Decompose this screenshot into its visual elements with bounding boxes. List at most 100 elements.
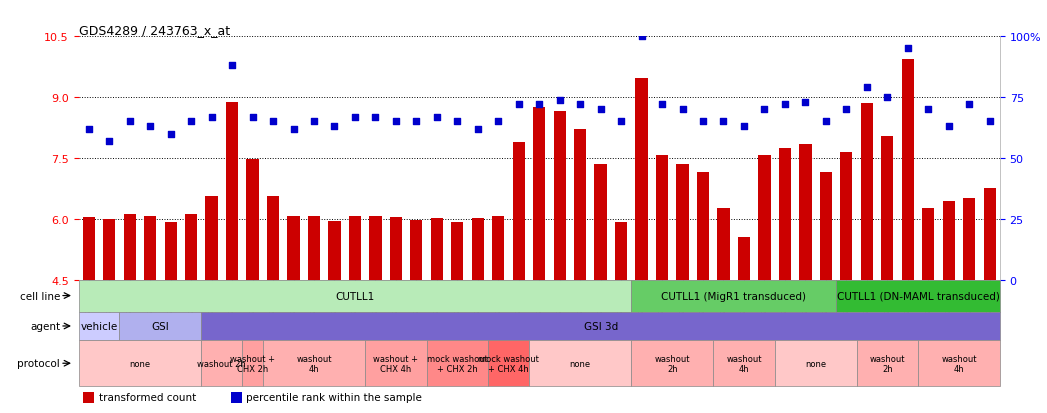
Text: vehicle: vehicle xyxy=(81,321,117,331)
Bar xyxy=(631,341,713,386)
Point xyxy=(490,119,507,126)
Bar xyxy=(942,201,955,280)
Bar xyxy=(901,59,914,280)
Text: washout
2h: washout 2h xyxy=(869,354,905,373)
Bar xyxy=(856,341,918,386)
Bar xyxy=(83,392,94,403)
Text: mock washout
+ CHX 2h: mock washout + CHX 2h xyxy=(427,354,488,373)
Bar xyxy=(713,341,775,386)
Text: washout 2h: washout 2h xyxy=(198,359,246,368)
Point xyxy=(572,102,588,109)
Bar xyxy=(242,341,263,386)
Point xyxy=(715,119,732,126)
Text: GSI: GSI xyxy=(152,321,170,331)
Bar xyxy=(513,142,525,280)
Text: cell line: cell line xyxy=(20,291,60,301)
Point xyxy=(141,123,158,130)
Bar xyxy=(164,223,177,280)
Bar xyxy=(201,341,242,386)
Bar xyxy=(370,216,381,280)
Point xyxy=(593,107,609,113)
Text: washout
4h: washout 4h xyxy=(727,354,762,373)
Point xyxy=(121,119,138,126)
Bar xyxy=(837,280,1000,312)
Bar xyxy=(349,216,361,280)
Point xyxy=(818,119,834,126)
Bar xyxy=(119,312,201,341)
Text: washout
4h: washout 4h xyxy=(941,354,977,373)
Bar xyxy=(205,197,218,280)
Bar xyxy=(697,173,709,280)
Bar xyxy=(840,152,852,280)
Point xyxy=(510,102,527,109)
Bar xyxy=(79,341,201,386)
Text: CUTLL1: CUTLL1 xyxy=(335,291,375,301)
Point xyxy=(265,119,282,126)
Text: agent: agent xyxy=(30,321,60,331)
Bar xyxy=(83,217,95,280)
Bar xyxy=(226,103,239,280)
Bar xyxy=(882,136,893,280)
Bar xyxy=(631,280,837,312)
Bar xyxy=(488,341,529,386)
Bar xyxy=(124,214,136,280)
Text: none: none xyxy=(130,359,151,368)
Point xyxy=(777,102,794,109)
Point xyxy=(469,126,486,133)
Bar xyxy=(717,208,730,280)
Bar xyxy=(799,145,811,280)
Bar xyxy=(201,312,1000,341)
Bar xyxy=(775,341,856,386)
Bar xyxy=(185,214,197,280)
Point xyxy=(285,126,302,133)
Point xyxy=(449,119,466,126)
Bar xyxy=(471,218,484,280)
Bar xyxy=(595,165,607,280)
Bar xyxy=(983,189,996,280)
Point xyxy=(387,119,404,126)
Point xyxy=(408,119,425,126)
Bar xyxy=(389,217,402,280)
Bar xyxy=(861,104,873,280)
Bar xyxy=(615,223,627,280)
Point xyxy=(940,123,957,130)
Bar xyxy=(103,219,115,280)
Bar xyxy=(426,341,488,386)
Point xyxy=(920,107,937,113)
Bar xyxy=(655,156,668,280)
Bar xyxy=(287,216,299,280)
Point xyxy=(203,114,220,121)
Bar xyxy=(246,160,259,280)
Point xyxy=(653,102,670,109)
Bar xyxy=(79,280,631,312)
Point xyxy=(612,119,629,126)
Point xyxy=(756,107,773,113)
Text: protocol: protocol xyxy=(18,358,60,368)
Bar xyxy=(676,165,689,280)
Point xyxy=(326,123,342,130)
Point xyxy=(347,114,363,121)
Text: GSI 3d: GSI 3d xyxy=(583,321,618,331)
Bar xyxy=(79,312,119,341)
Text: washout
2h: washout 2h xyxy=(654,354,690,373)
Text: washout +
CHX 4h: washout + CHX 4h xyxy=(374,354,419,373)
Bar xyxy=(365,341,426,386)
Bar xyxy=(451,223,464,280)
Text: GDS4289 / 243763_x_at: GDS4289 / 243763_x_at xyxy=(79,24,229,38)
Text: washout
4h: washout 4h xyxy=(296,354,332,373)
Bar xyxy=(267,197,280,280)
Text: mock washout
+ CHX 4h: mock washout + CHX 4h xyxy=(478,354,539,373)
Bar xyxy=(574,129,586,280)
Point xyxy=(367,114,384,121)
Bar xyxy=(329,221,340,280)
Point xyxy=(736,123,753,130)
Point xyxy=(428,114,445,121)
Point xyxy=(961,102,978,109)
Point xyxy=(859,85,875,91)
Bar xyxy=(554,112,565,280)
Point xyxy=(878,95,895,101)
Point xyxy=(531,102,548,109)
Point xyxy=(183,119,200,126)
Point xyxy=(306,119,322,126)
Point xyxy=(797,100,814,106)
